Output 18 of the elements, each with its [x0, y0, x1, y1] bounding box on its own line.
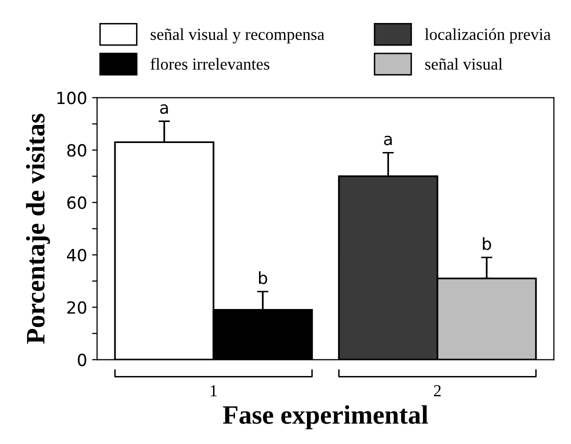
legend-label: señal visual: [425, 58, 502, 70]
y-axis-title: Porcentaje de visitas: [26, 114, 50, 344]
data-label: a: [160, 104, 168, 114]
legend-label: señal visual y recompensa: [150, 28, 324, 44]
y-tick-label: 40: [66, 248, 86, 262]
x-tick-label: 2: [434, 385, 441, 396]
legend-label: localización previa: [424, 28, 551, 44]
data-label: a: [384, 136, 392, 146]
y-tick-label: 60: [67, 196, 86, 210]
data-label: b: [482, 237, 492, 250]
x-axis-title: Fase experimental: [222, 405, 428, 430]
y-tick-label: 20: [67, 301, 86, 314]
legend-label: flores irrelevantes: [150, 58, 270, 70]
y-tick-label: 0: [78, 354, 86, 366]
y-tick-label: 100: [57, 92, 86, 104]
y-tick-label: 80: [67, 144, 86, 157]
data-label: b: [258, 271, 268, 284]
x-tick-label: 1: [210, 385, 217, 396]
